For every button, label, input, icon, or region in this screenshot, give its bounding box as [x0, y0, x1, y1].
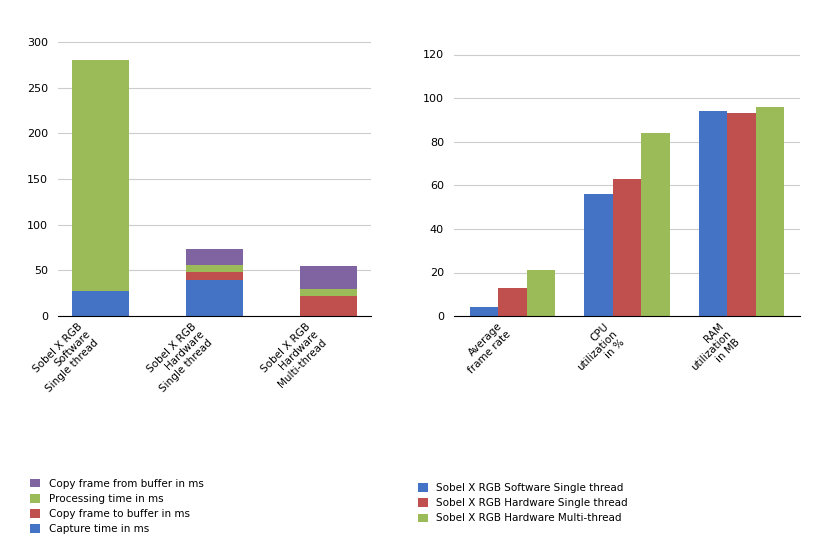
Bar — [498, 288, 527, 316]
Bar — [469, 307, 498, 316]
Bar — [300, 266, 357, 289]
Bar — [756, 107, 785, 316]
Bar — [699, 111, 727, 316]
Bar — [72, 290, 129, 316]
Bar — [613, 179, 641, 316]
Bar — [72, 60, 129, 290]
Bar — [727, 113, 756, 316]
Legend: Sobel X RGB Software Single thread, Sobel X RGB Hardware Single thread, Sobel X : Sobel X RGB Software Single thread, Sobe… — [417, 483, 628, 523]
Bar — [186, 280, 243, 316]
Bar — [641, 133, 670, 316]
Bar — [186, 265, 243, 272]
Bar — [300, 289, 357, 296]
Bar — [527, 270, 555, 316]
Bar — [584, 194, 613, 316]
Legend: Copy frame from buffer in ms, Processing time in ms, Copy frame to buffer in ms,: Copy frame from buffer in ms, Processing… — [30, 479, 204, 534]
Bar — [186, 250, 243, 265]
Bar — [300, 296, 357, 316]
Bar — [186, 272, 243, 280]
